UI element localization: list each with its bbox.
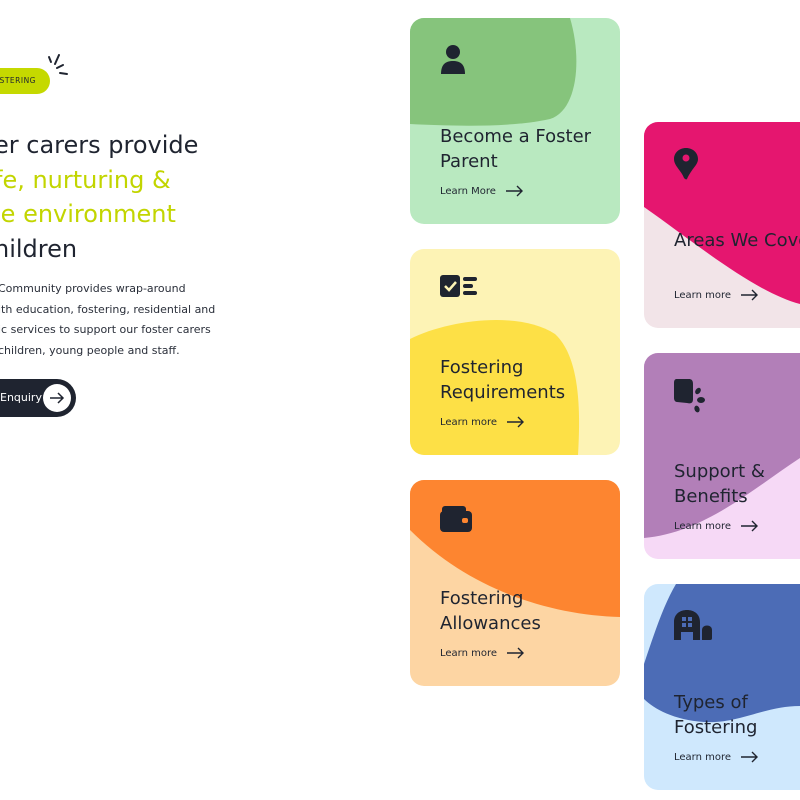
category-badge: OSTERING [0, 68, 50, 94]
sparkle-icon [48, 54, 68, 75]
wallet-icon [440, 506, 472, 536]
hero-description: Community provides wrap-around ith educa… [0, 282, 216, 357]
hero-heading: er carers provide fe, nurturing & le env… [0, 131, 199, 263]
card-blob [410, 320, 580, 455]
card-blob [410, 18, 577, 126]
card-support-[interactable]: Support & Benefits Learn more [644, 353, 800, 559]
learn-more-link[interactable]: Learn more [674, 289, 759, 301]
speech-bubble-icon [674, 379, 710, 419]
card-fostering[interactable]: Fostering Requirements Learn more [410, 249, 620, 455]
arrow-right-icon [507, 416, 525, 428]
card-title: Support & Benefits [674, 461, 765, 507]
map-pin-icon [674, 148, 698, 184]
learn-more-link[interactable]: Learn more [674, 520, 759, 532]
learn-more-link[interactable]: Learn more [440, 647, 525, 659]
card-become-a-foster[interactable]: Become a Foster Parent Learn More [410, 18, 620, 224]
card-title: Areas We Cove [674, 230, 800, 251]
arrow-right-icon [741, 289, 759, 301]
card-title: Fostering Requirements [440, 357, 566, 403]
card-fostering[interactable]: Fostering Allowances Learn more [410, 480, 620, 686]
arrow-right-icon [741, 520, 759, 532]
card-title: Become a Foster Parent [440, 126, 592, 172]
card-areas-we-cove[interactable]: Areas We Cove Learn more [644, 122, 800, 328]
house-icon [674, 610, 714, 646]
arrow-right-icon [43, 384, 71, 412]
learn-more-link[interactable]: Learn more [440, 416, 525, 428]
card-types-of[interactable]: Types of Fostering Learn more [644, 584, 800, 790]
enquiry-button[interactable]: Enquiry [0, 379, 76, 417]
learn-more-link[interactable]: Learn more [674, 751, 759, 763]
arrow-right-icon [505, 185, 523, 197]
card-title: Types of Fostering [674, 692, 758, 738]
arrow-right-icon [741, 751, 759, 763]
card-title: Fostering Allowances [440, 588, 541, 634]
checklist-icon [440, 275, 478, 301]
learn-more-link[interactable]: Learn More [440, 185, 524, 197]
person-icon [440, 44, 466, 80]
arrow-right-icon [507, 647, 525, 659]
